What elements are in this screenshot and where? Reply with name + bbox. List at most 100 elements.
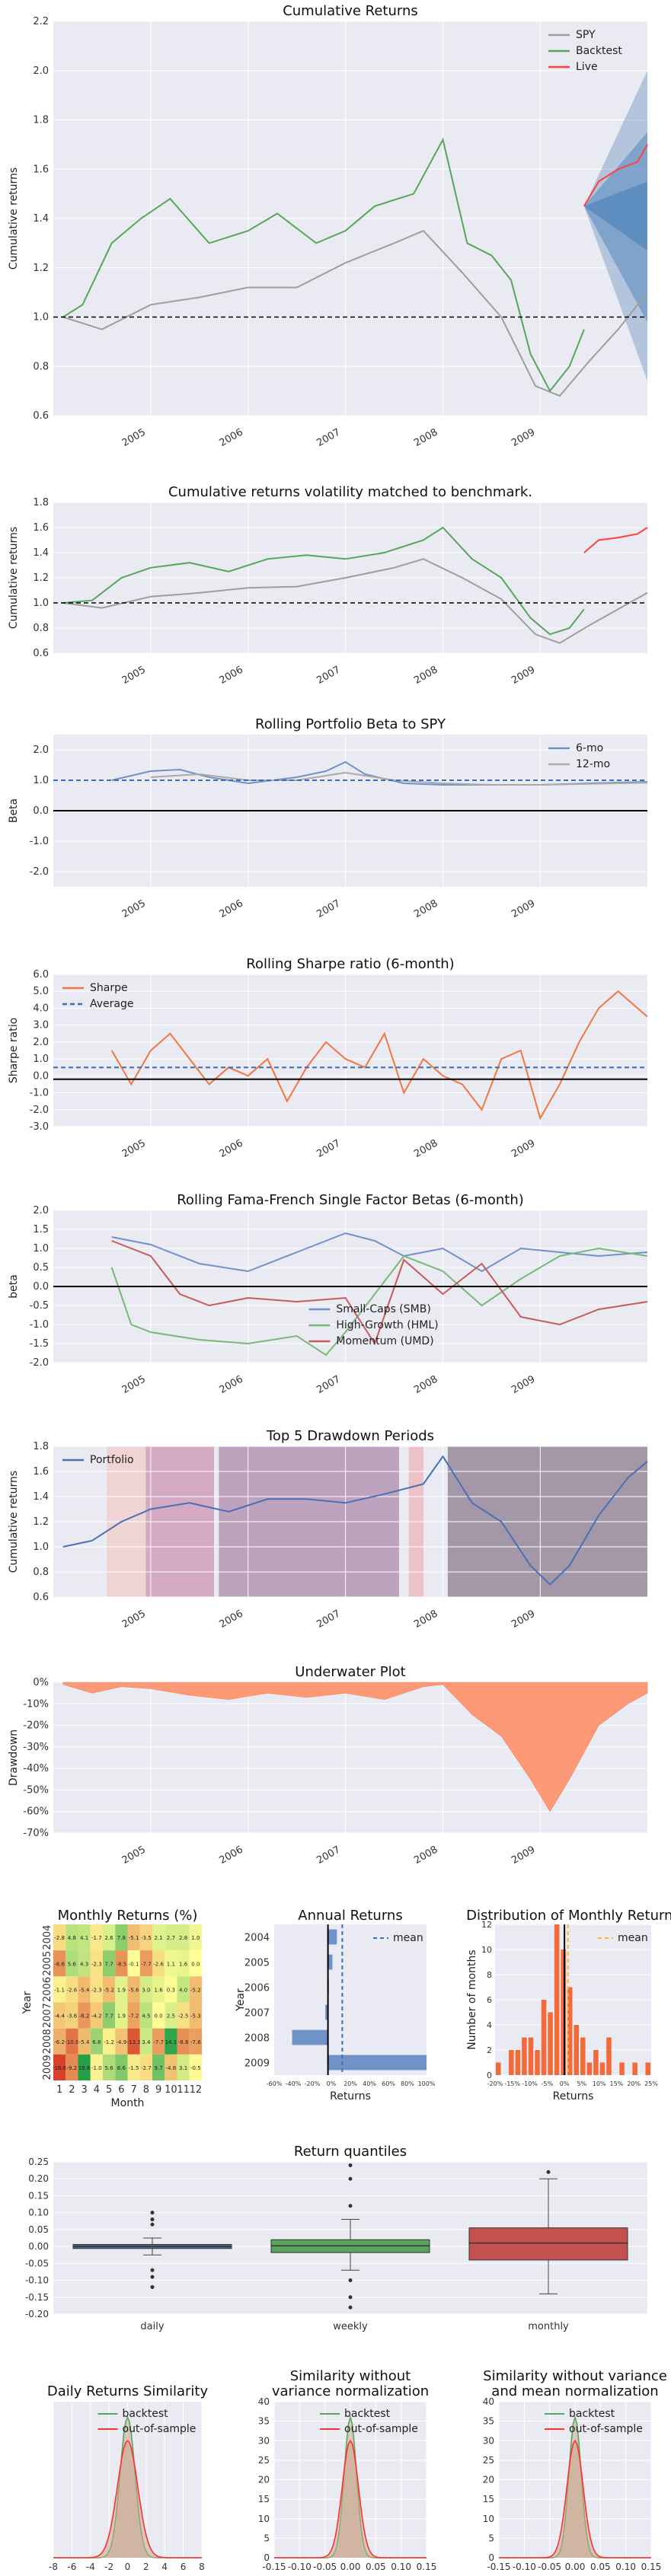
heat-cell-label: -4.4 xyxy=(54,2013,65,2020)
heat-cell-label: 4.3 xyxy=(80,1961,88,1967)
y-tick-label: -10% xyxy=(23,1698,49,1710)
heat-cell xyxy=(139,2002,152,2029)
chart-title: Return quantiles xyxy=(294,2144,407,2160)
outlier-point xyxy=(150,2222,155,2227)
y-tick-label: 2 xyxy=(487,2045,492,2055)
histogram-bar xyxy=(522,2037,527,2075)
heat-cell-label: -2.3 xyxy=(91,1961,102,1967)
heat-cell xyxy=(78,1976,91,2003)
x-tick-label: monthly xyxy=(528,2321,569,2332)
x-tick-label: 2005 xyxy=(120,426,148,449)
y-tick-label: 10 xyxy=(258,2514,270,2524)
y-tick-label: -1.0 xyxy=(30,1319,49,1331)
return-quantiles-chart: -0.20 -0.15 -0.10 -0.05 0.00 0.05 0.10 0.15 0.20… xyxy=(25,2144,647,2332)
series-line-0 xyxy=(62,230,648,397)
x-tick-label: 2007 xyxy=(315,1373,342,1396)
y-tick-label: 0.25 xyxy=(28,2157,49,2167)
heat-cell xyxy=(78,2054,91,2080)
y-tick-label: 0% xyxy=(33,1677,49,1688)
y-tick-label: 0.8 xyxy=(33,361,49,372)
y-tick-label: 1.0 xyxy=(33,598,49,609)
x-tick-label: 0.15 xyxy=(641,2562,662,2572)
heat-cell-label: -5.1 xyxy=(129,1935,139,1941)
series-line-1 xyxy=(150,771,648,786)
y-tick-label: -0.10 xyxy=(25,2275,49,2286)
y-tick-label: 40 xyxy=(258,2396,270,2407)
x-tick-label: 0 xyxy=(125,2562,131,2572)
series-line-0 xyxy=(62,558,648,644)
histogram-bar xyxy=(645,2062,650,2075)
heat-cell xyxy=(177,2002,190,2029)
heat-cell-label: 1.9 xyxy=(117,1987,126,1993)
heat-cell xyxy=(152,2002,165,2029)
legend-label: out-of-sample xyxy=(569,2423,643,2435)
y-axis-label: Cumulative returns xyxy=(8,1471,20,1573)
heat-cell-label: -3.5 xyxy=(141,1935,152,1941)
y-tick-label: 0 xyxy=(488,2552,494,2563)
x-tick-label: 0% xyxy=(327,2080,337,2087)
y-tick-label: 2.0 xyxy=(33,65,49,77)
y-axis-label: beta xyxy=(8,1274,20,1299)
heat-cell xyxy=(152,1950,165,1977)
heat-cell-label: -5.3 xyxy=(190,2013,201,2020)
heat-cell xyxy=(165,2002,177,2029)
histogram-bar xyxy=(619,2062,625,2075)
chart-title-line: Similarity without xyxy=(290,2368,411,2384)
heat-cell xyxy=(66,1950,78,1977)
x-tick-label: 2008 xyxy=(412,1608,439,1631)
x-tick-label: 2009 xyxy=(510,1608,537,1631)
heat-cell xyxy=(115,1976,128,2003)
x-tick-label: 2009 xyxy=(510,1373,537,1396)
y-tick-label: -70% xyxy=(23,1828,49,1839)
y-tick-label: 0.8 xyxy=(33,1567,49,1578)
x-tick-label: -20% xyxy=(487,2080,503,2087)
y-tick-label: 1.2 xyxy=(33,1516,49,1528)
chart-title: Rolling Portfolio Beta to SPY xyxy=(255,716,446,732)
chart-title: Monthly Returns (%) xyxy=(58,1908,198,1924)
legend-label: Sharpe xyxy=(90,982,128,994)
heat-cell xyxy=(189,2054,202,2080)
legend-label: Live xyxy=(576,61,598,73)
chart-title-line: variance normalization xyxy=(272,2383,429,2399)
x-tick-label: -0.10 xyxy=(513,2562,536,2572)
y-tick-label: 2.2 xyxy=(33,16,49,27)
heat-cell xyxy=(139,2054,152,2080)
chart-panel-0: 0.6 0.8 1.0 1.2 1.4 1.6 1.8 2.0 2.2 2005 2006 2007 2… xyxy=(8,3,648,449)
heat-cell xyxy=(127,1924,140,1951)
heat-cell-label: -5.6 xyxy=(129,1987,139,1993)
y-tick-label: 1.6 xyxy=(33,1466,49,1478)
y-tick-label: 2005 xyxy=(244,1957,270,1969)
heat-cell-label: -9.2 xyxy=(67,2065,78,2071)
y-tick-label: 10 xyxy=(481,1945,492,1955)
chart-panel-4: -2.0 -1.5 -1.0 -0.5 0.0 0.5 1.0 1.5 2.0 2005 2006 2… xyxy=(8,1192,648,1396)
y-tick-label: -0.15 xyxy=(25,2292,49,2303)
heat-cell-label: -0.1 xyxy=(129,1961,139,1967)
heat-cell xyxy=(66,2054,78,2080)
y-tick-label: -2.0 xyxy=(30,866,49,878)
heat-cell-label: 5.6 xyxy=(105,2065,114,2071)
y-tick-label: 25 xyxy=(258,2455,270,2466)
y-tick-label: 0.6 xyxy=(33,410,49,422)
y-tick-label: -1.5 xyxy=(30,1338,49,1350)
chart-panel-1: 0.6 0.8 1.0 1.2 1.4 1.6 1.8 2005 2006 2007 2008 200… xyxy=(8,484,648,687)
y-tick-label: 2006 xyxy=(244,1982,270,1994)
heat-cell-label: -2.5 xyxy=(178,2013,189,2020)
histogram-bar xyxy=(528,2037,534,2075)
x-tick-label: 2008 xyxy=(412,664,439,687)
heat-cell-label: 1.0 xyxy=(191,1935,200,1941)
x-tick-label: 2007 xyxy=(315,1844,342,1867)
heat-cell xyxy=(189,2028,202,2055)
x-tick-label: -0.05 xyxy=(313,2562,337,2572)
density-fill xyxy=(499,2441,651,2558)
histogram-bar xyxy=(586,2062,593,2075)
x-tick-label: weekly xyxy=(333,2321,368,2332)
x-tick-label: -0.05 xyxy=(538,2562,561,2572)
y-tick-label: -0.20 xyxy=(25,2309,49,2319)
y-tick-label: 2009 xyxy=(244,2058,270,2069)
legend-label: 6-mo xyxy=(576,742,603,754)
heat-cell-label: 4.1 xyxy=(80,1935,88,1941)
x-tick-label: -8 xyxy=(49,2562,58,2572)
x-tick-label: 12 xyxy=(190,2084,203,2096)
y-tick-label: 1.4 xyxy=(33,547,49,559)
series-line-2 xyxy=(583,144,648,207)
